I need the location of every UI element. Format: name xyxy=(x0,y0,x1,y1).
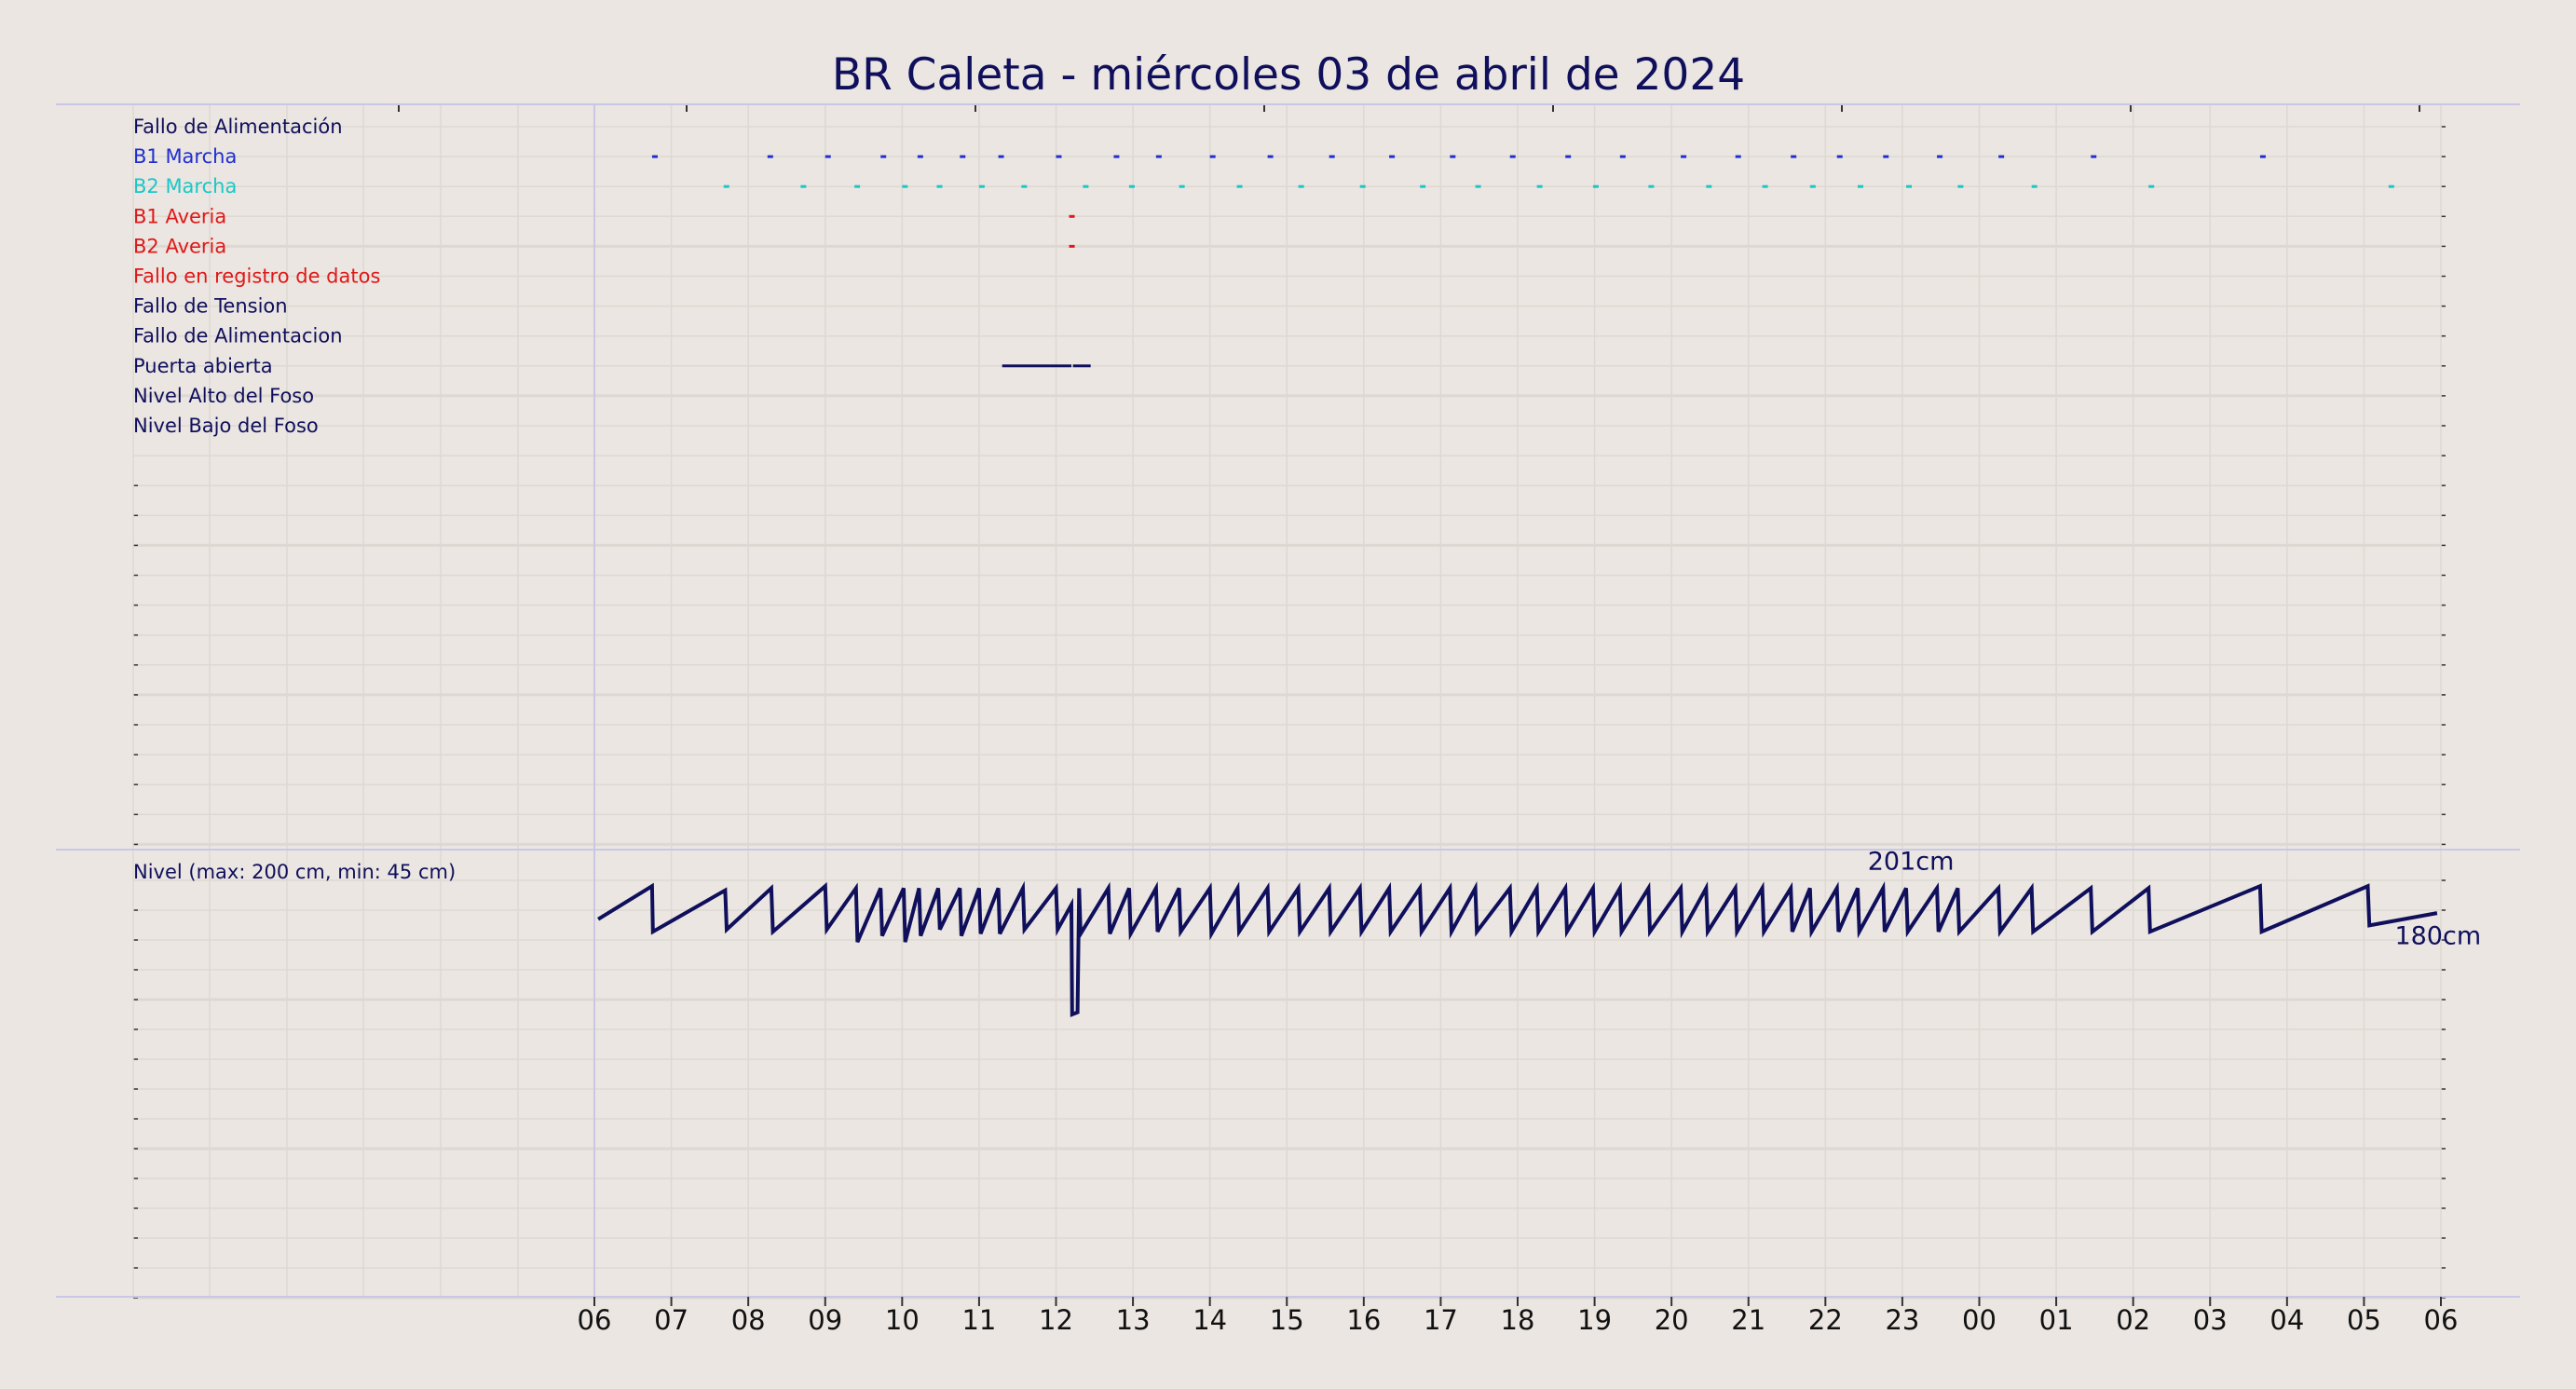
signal-label: Fallo de Tension xyxy=(133,295,288,318)
x-tick-label: 04 xyxy=(2269,1304,2304,1336)
x-tick-label: 20 xyxy=(1655,1304,1689,1336)
x-tick-label: 06 xyxy=(578,1304,612,1336)
level-line xyxy=(597,880,2438,1017)
signal-label: Fallo de Alimentación xyxy=(133,116,343,138)
signal-label: B2 Averia xyxy=(133,235,226,257)
signal-labels: Fallo de Alimentación B1 Marcha B2 Marcha B… xyxy=(133,116,380,437)
x-tick-label: 01 xyxy=(2039,1304,2074,1336)
level-annotation: 201cm xyxy=(1868,847,1955,876)
x-tick-label: 13 xyxy=(1116,1304,1151,1336)
signal-label: B1 Averia xyxy=(133,205,226,227)
x-tick-label: 10 xyxy=(885,1304,920,1336)
x-tick-label: 15 xyxy=(1270,1304,1304,1336)
signal-label: Fallo de Alimentacion xyxy=(133,325,343,347)
signal-events xyxy=(651,155,2394,368)
signal-label: Nivel Alto del Foso xyxy=(133,385,314,407)
x-tick-label: 06 xyxy=(2424,1304,2459,1336)
x-tick-label: 18 xyxy=(1501,1304,1535,1336)
signal-label: B2 Marcha xyxy=(133,175,237,197)
x-tick-label: 11 xyxy=(961,1304,996,1336)
panel-frame xyxy=(56,103,2520,1298)
x-tick-label: 23 xyxy=(1885,1304,1919,1336)
grid xyxy=(132,104,2446,1300)
x-tick-label: 19 xyxy=(1577,1304,1612,1336)
x-tick-label: 05 xyxy=(2347,1304,2381,1336)
level-annotations: 201cm 180cm xyxy=(1868,847,2481,950)
level-series: Nivel (max: 200 cm, min: 45 cm) xyxy=(133,861,2438,1017)
x-tick-label: 08 xyxy=(731,1304,766,1336)
x-tick-label: 16 xyxy=(1346,1304,1381,1336)
signal-label: Nivel Bajo del Foso xyxy=(133,415,319,437)
x-tick-label: 00 xyxy=(1962,1304,1997,1336)
x-axis-ticks: 06 07 08 09 10 11 12 13 14 15 16 17 18 19 20 21 22 23 00 01… xyxy=(578,1297,2459,1336)
x-tick-label: 17 xyxy=(1424,1304,1458,1336)
x-tick-label: 14 xyxy=(1193,1304,1227,1336)
level-annotation: 180cm xyxy=(2394,921,2481,950)
x-tick-label: 12 xyxy=(1039,1304,1073,1336)
x-tick-label: 09 xyxy=(808,1304,842,1336)
level-label: Nivel (max: 200 cm, min: 45 cm) xyxy=(133,861,456,883)
x-tick-label: 02 xyxy=(2116,1304,2150,1336)
x-tick-label: 22 xyxy=(1808,1304,1843,1336)
signal-label: B1 Marcha xyxy=(133,145,237,168)
x-tick-label: 03 xyxy=(2193,1304,2228,1336)
signal-label: Fallo en registro de datos xyxy=(133,266,380,288)
chart-title: BR Caleta - miércoles 03 de abril de 202… xyxy=(832,49,1745,101)
signal-label: Puerta abierta xyxy=(133,355,273,377)
x-tick-label: 07 xyxy=(654,1304,688,1336)
x-tick-label: 21 xyxy=(1731,1304,1765,1336)
